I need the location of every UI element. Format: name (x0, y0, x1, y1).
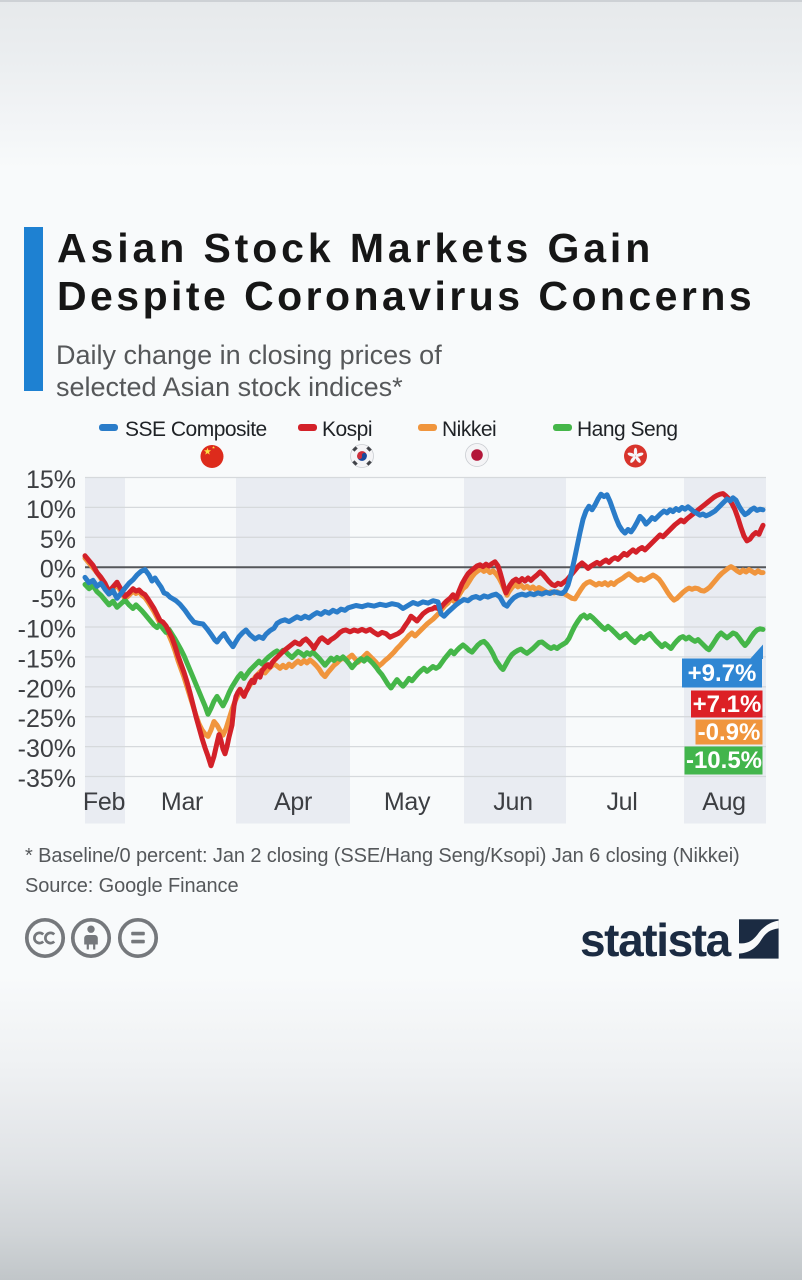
svg-text:Source: Google Finance: Source: Google Finance (25, 875, 238, 897)
svg-text:Mar: Mar (161, 788, 203, 816)
svg-text:Jul: Jul (606, 788, 637, 816)
svg-text:-0.9%: -0.9% (698, 719, 761, 746)
svg-text:+9.7%: +9.7% (688, 660, 757, 687)
svg-text:Daily change in closing prices: Daily change in closing prices of (56, 340, 442, 370)
svg-text:-25%: -25% (18, 705, 76, 733)
svg-text:-10.5%: -10.5% (686, 747, 762, 774)
svg-text:15%: 15% (26, 466, 76, 494)
svg-text:statista: statista (580, 914, 732, 966)
svg-text:-20%: -20% (18, 675, 76, 703)
svg-text:Kospi: Kospi (322, 418, 372, 441)
svg-text:Nikkei: Nikkei (442, 418, 496, 441)
svg-text:selected Asian stock indices*: selected Asian stock indices* (56, 372, 403, 402)
svg-text:Feb: Feb (83, 788, 125, 816)
svg-text:10%: 10% (26, 496, 76, 524)
svg-text:+7.1%: +7.1% (693, 691, 762, 718)
svg-text:Aug: Aug (702, 788, 746, 816)
svg-text:-35%: -35% (18, 765, 76, 793)
svg-text:Apr: Apr (274, 788, 312, 816)
svg-text:Asian Stock Markets Gain: Asian Stock Markets Gain (57, 225, 654, 271)
svg-text:5%: 5% (40, 526, 76, 554)
svg-text:* Baseline/0 percent: Jan 2 cl: * Baseline/0 percent: Jan 2 closing (SSE… (25, 845, 740, 867)
svg-text:-5%: -5% (32, 586, 76, 614)
svg-text:May: May (384, 788, 431, 816)
svg-text:Hang Seng: Hang Seng (577, 418, 678, 441)
svg-text:Despite Coronavirus Concerns: Despite Coronavirus Concerns (57, 273, 755, 319)
svg-text:-30%: -30% (18, 735, 76, 763)
svg-text:-10%: -10% (18, 616, 76, 644)
svg-text:Jun: Jun (493, 788, 532, 816)
svg-text:-15%: -15% (18, 645, 76, 673)
svg-text:0%: 0% (40, 556, 76, 584)
svg-text:SSE Composite: SSE Composite (125, 418, 267, 441)
